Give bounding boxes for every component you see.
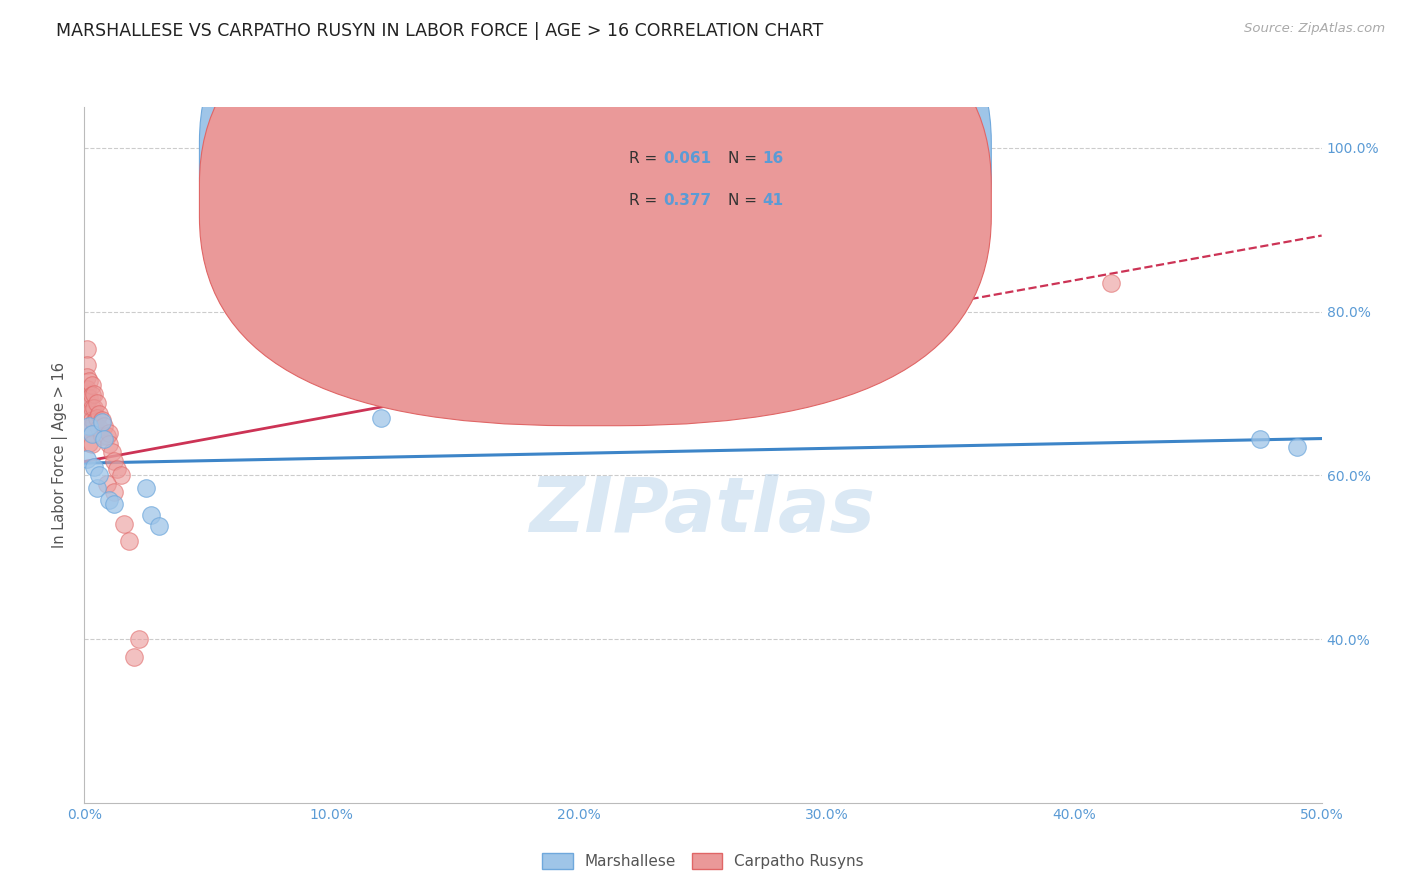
Point bbox=[128, 632, 150, 646]
Point bbox=[1249, 432, 1271, 446]
Point bbox=[98, 492, 121, 507]
Point bbox=[90, 413, 112, 427]
Point bbox=[79, 391, 101, 405]
Point bbox=[86, 481, 108, 495]
Point bbox=[89, 407, 111, 421]
Point bbox=[80, 425, 103, 440]
Point bbox=[80, 401, 103, 416]
Text: N =: N = bbox=[728, 193, 762, 208]
Point bbox=[83, 386, 105, 401]
Point bbox=[89, 421, 111, 435]
Y-axis label: In Labor Force | Age > 16: In Labor Force | Age > 16 bbox=[52, 362, 69, 548]
Point bbox=[80, 427, 103, 442]
Text: ZIPatlas: ZIPatlas bbox=[530, 474, 876, 548]
Point bbox=[122, 650, 145, 665]
Point bbox=[110, 468, 132, 483]
Point bbox=[89, 468, 111, 483]
Point bbox=[96, 429, 118, 443]
Point bbox=[79, 435, 101, 450]
Text: MARSHALLESE VS CARPATHO RUSYN IN LABOR FORCE | AGE > 16 CORRELATION CHART: MARSHALLESE VS CARPATHO RUSYN IN LABOR F… bbox=[56, 22, 824, 40]
Point bbox=[112, 517, 135, 532]
Point bbox=[93, 432, 115, 446]
Point bbox=[86, 396, 108, 410]
Point bbox=[79, 407, 101, 421]
Point bbox=[76, 358, 98, 372]
Point bbox=[80, 378, 103, 392]
Point bbox=[103, 484, 125, 499]
Point bbox=[76, 342, 98, 356]
Point bbox=[76, 370, 98, 384]
Text: 16: 16 bbox=[762, 151, 783, 166]
Point bbox=[80, 413, 103, 427]
Point bbox=[103, 497, 125, 511]
Text: Source: ZipAtlas.com: Source: ZipAtlas.com bbox=[1244, 22, 1385, 36]
Point bbox=[83, 460, 105, 475]
Point bbox=[79, 421, 101, 435]
FancyBboxPatch shape bbox=[200, 0, 991, 384]
Point bbox=[98, 437, 121, 451]
Point bbox=[100, 445, 122, 459]
Point bbox=[90, 429, 112, 443]
Point bbox=[83, 415, 105, 429]
Point bbox=[1285, 440, 1308, 454]
Point bbox=[80, 388, 103, 402]
Point bbox=[76, 452, 98, 467]
Text: 41: 41 bbox=[762, 193, 783, 208]
Point bbox=[1099, 276, 1122, 290]
Point bbox=[80, 437, 103, 451]
Point bbox=[96, 476, 118, 491]
Text: 0.377: 0.377 bbox=[664, 193, 711, 208]
Point bbox=[865, 309, 887, 323]
FancyBboxPatch shape bbox=[554, 128, 863, 226]
Point bbox=[141, 508, 163, 522]
Point bbox=[79, 374, 101, 388]
Point bbox=[105, 462, 128, 476]
Text: 0.061: 0.061 bbox=[664, 151, 711, 166]
Point bbox=[76, 383, 98, 397]
Point bbox=[79, 419, 101, 434]
Point bbox=[118, 533, 141, 548]
Point bbox=[86, 411, 108, 425]
Text: R =: R = bbox=[628, 193, 662, 208]
Point bbox=[370, 411, 392, 425]
Point bbox=[103, 453, 125, 467]
Text: N =: N = bbox=[728, 151, 762, 166]
Text: R =: R = bbox=[628, 151, 662, 166]
Point bbox=[76, 394, 98, 409]
Point bbox=[135, 481, 157, 495]
FancyBboxPatch shape bbox=[200, 0, 991, 425]
Point bbox=[98, 425, 121, 440]
Point bbox=[93, 419, 115, 434]
Point bbox=[148, 519, 170, 533]
Legend: Marshallese, Carpatho Rusyns: Marshallese, Carpatho Rusyns bbox=[536, 847, 870, 875]
Point bbox=[90, 415, 112, 429]
Point bbox=[83, 401, 105, 416]
